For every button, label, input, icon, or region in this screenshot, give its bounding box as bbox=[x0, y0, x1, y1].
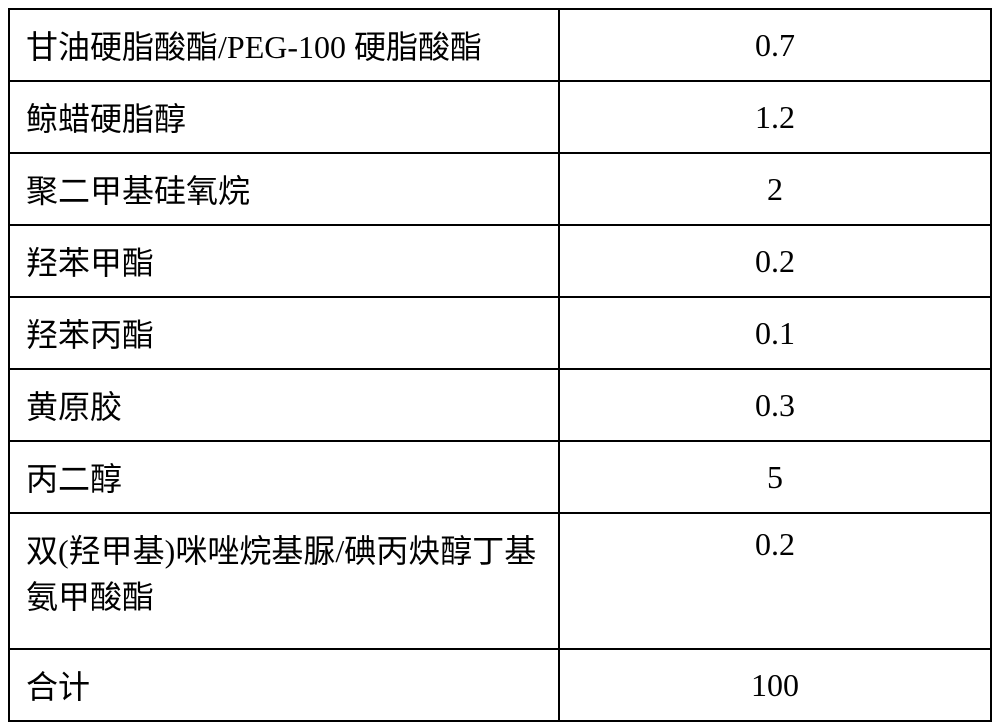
table-row: 羟苯甲酯 0.2 bbox=[9, 225, 991, 297]
ingredient-cell: 聚二甲基硅氧烷 bbox=[9, 153, 559, 225]
value-cell: 100 bbox=[559, 649, 991, 721]
table-row: 甘油硬脂酸酯/PEG-100 硬脂酸酯 0.7 bbox=[9, 9, 991, 81]
value-cell: 0.1 bbox=[559, 297, 991, 369]
ingredient-cell: 羟苯甲酯 bbox=[9, 225, 559, 297]
table-row: 合计 100 bbox=[9, 649, 991, 721]
ingredient-cell: 羟苯丙酯 bbox=[9, 297, 559, 369]
value-cell: 2 bbox=[559, 153, 991, 225]
ingredients-table: 甘油硬脂酸酯/PEG-100 硬脂酸酯 0.7 鲸蜡硬脂醇 1.2 聚二甲基硅氧… bbox=[8, 8, 992, 722]
ingredient-cell: 黄原胶 bbox=[9, 369, 559, 441]
value-cell: 1.2 bbox=[559, 81, 991, 153]
value-cell: 5 bbox=[559, 441, 991, 513]
table-row: 聚二甲基硅氧烷 2 bbox=[9, 153, 991, 225]
table-row: 鲸蜡硬脂醇 1.2 bbox=[9, 81, 991, 153]
ingredient-cell: 甘油硬脂酸酯/PEG-100 硬脂酸酯 bbox=[9, 9, 559, 81]
value-cell: 0.2 bbox=[559, 225, 991, 297]
table-row: 丙二醇 5 bbox=[9, 441, 991, 513]
ingredient-cell: 鲸蜡硬脂醇 bbox=[9, 81, 559, 153]
value-cell: 0.3 bbox=[559, 369, 991, 441]
table-row: 双(羟甲基)咪唑烷基脲/碘丙炔醇丁基氨甲酸酯 0.2 bbox=[9, 513, 991, 649]
table-row: 黄原胶 0.3 bbox=[9, 369, 991, 441]
value-cell: 0.2 bbox=[559, 513, 991, 649]
table-row: 羟苯丙酯 0.1 bbox=[9, 297, 991, 369]
ingredient-cell: 双(羟甲基)咪唑烷基脲/碘丙炔醇丁基氨甲酸酯 bbox=[9, 513, 559, 649]
ingredient-cell: 合计 bbox=[9, 649, 559, 721]
ingredient-cell: 丙二醇 bbox=[9, 441, 559, 513]
value-cell: 0.7 bbox=[559, 9, 991, 81]
